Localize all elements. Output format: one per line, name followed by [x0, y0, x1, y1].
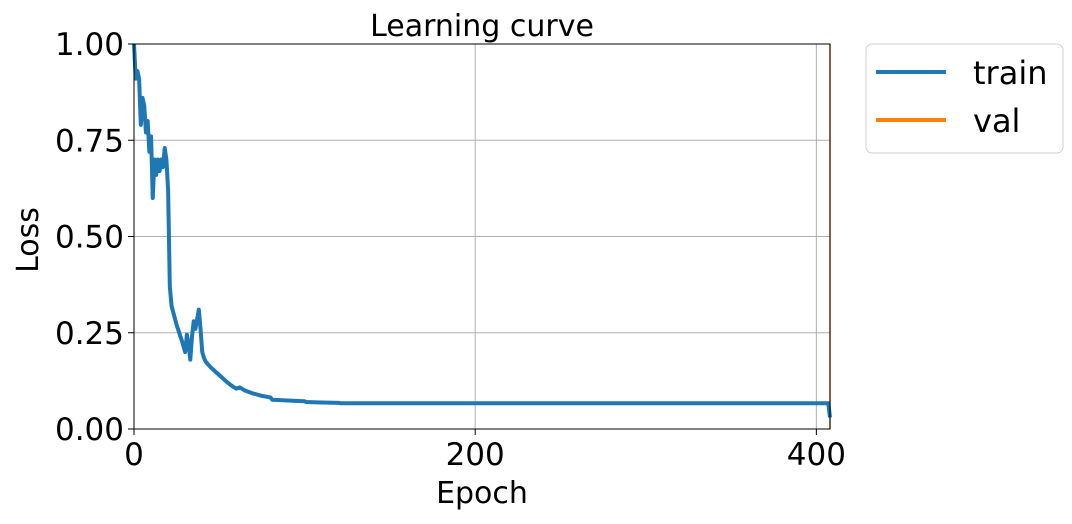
y-tick-label: 1.00 — [55, 27, 124, 63]
y-tick-label: 0.50 — [55, 220, 124, 256]
chart-title: Learning curve — [370, 9, 594, 44]
y-tick-label: 0.75 — [55, 123, 124, 159]
x-axis-label: Epoch — [436, 476, 528, 511]
legend-label-val: val — [973, 102, 1020, 140]
legend: train val — [865, 43, 1064, 154]
axis-ticks: 0.00 0.25 0.50 0.75 1.00 0 200 400 — [55, 27, 846, 473]
legend-label-train: train — [973, 54, 1047, 92]
y-axis-label: Loss — [11, 207, 46, 273]
y-tick-label: 0.00 — [55, 412, 124, 448]
x-tick-label: 400 — [787, 437, 846, 473]
x-tick-label: 0 — [124, 437, 144, 473]
y-tick-label: 0.25 — [55, 316, 124, 352]
grid-lines — [133, 43, 830, 430]
series-line-train — [132, 43, 832, 418]
x-tick-label: 200 — [446, 437, 505, 473]
